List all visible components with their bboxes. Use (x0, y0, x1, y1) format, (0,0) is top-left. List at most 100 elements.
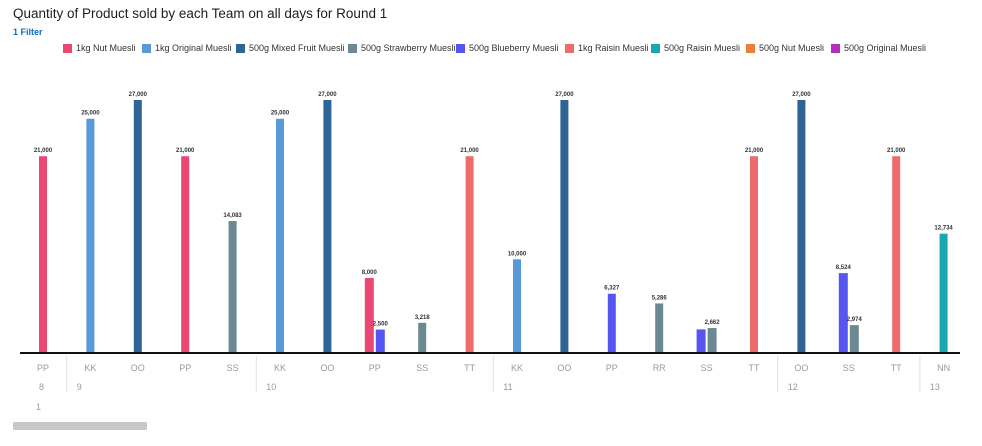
data-label: 21,000 (887, 148, 906, 154)
bar[interactable] (323, 100, 332, 353)
legend-swatch (236, 43, 245, 53)
data-label: 27,000 (318, 92, 337, 98)
x-tick-team: PP (606, 363, 618, 373)
bar-chart: 21,000 PP 25,000 KK 27,000 OO 21,000 PP 14,083 SS… (20, 92, 960, 412)
bar[interactable] (707, 328, 717, 353)
x-tick-team: OO (320, 363, 334, 373)
x-tick-day: 12 (788, 382, 798, 392)
x-tick-team: TT (464, 363, 475, 373)
legend-label: 500g Mixed Fruit Muesli (249, 43, 345, 53)
horizontal-scrollbar[interactable] (13, 422, 147, 430)
x-tick-team: SS (227, 363, 239, 373)
legend-swatch (565, 43, 574, 53)
bar[interactable] (849, 325, 859, 353)
data-label: 3,218 (415, 315, 431, 321)
data-label: 27,000 (555, 92, 574, 98)
x-tick-team: PP (37, 363, 49, 373)
bar[interactable] (181, 156, 190, 353)
data-label: 21,000 (176, 148, 195, 154)
bar[interactable] (418, 322, 427, 353)
bar[interactable] (228, 221, 237, 353)
data-label: 5,286 (652, 295, 668, 301)
x-tick-team: OO (557, 363, 571, 373)
x-tick-team: SS (416, 363, 428, 373)
data-label: 14,083 (223, 213, 242, 219)
legend-item[interactable]: 1kg Raisin Muesli (565, 43, 649, 53)
legend-label: 1kg Original Muesli (155, 43, 232, 53)
legend-swatch (456, 43, 465, 53)
bar[interactable] (939, 233, 948, 353)
x-tick-team: TT (891, 363, 902, 373)
x-tick-team: SS (701, 363, 713, 373)
x-tick-team: KK (84, 363, 96, 373)
x-tick-team: OO (131, 363, 145, 373)
legend-swatch (746, 43, 755, 53)
bar[interactable] (607, 293, 616, 353)
legend-item[interactable]: 500g Strawberry Muesli (348, 43, 456, 53)
bar[interactable] (797, 100, 806, 353)
bar[interactable] (892, 156, 901, 353)
x-tick-day: 8 (39, 382, 44, 392)
bar[interactable] (750, 156, 758, 353)
bar[interactable] (696, 329, 706, 353)
legend-item[interactable]: 500g Nut Muesli (746, 43, 824, 53)
x-tick-day: 10 (266, 382, 276, 392)
data-label: 6,327 (604, 286, 620, 292)
legend-item[interactable]: 1kg Original Muesli (142, 43, 232, 53)
legend-label: 500g Raisin Muesli (664, 43, 741, 53)
data-label: 25,000 (81, 111, 100, 117)
x-tick-team: PP (179, 363, 191, 373)
x-tick-team: OO (794, 363, 808, 373)
x-tick-day: 13 (930, 382, 940, 392)
data-label: 2,500 (373, 322, 389, 328)
legend-item[interactable]: 500g Blueberry Muesli (456, 43, 559, 53)
data-label: 21,000 (460, 148, 479, 154)
bar[interactable] (86, 118, 95, 353)
legend-label: 500g Blueberry Muesli (469, 43, 559, 53)
legend-label: 1kg Nut Muesli (76, 43, 136, 53)
data-label: 12,734 (934, 226, 953, 232)
legend-swatch (831, 43, 840, 53)
data-label: 8,000 (362, 270, 378, 276)
legend-item[interactable]: 1kg Nut Muesli (63, 43, 136, 53)
data-label: 21,000 (745, 148, 764, 154)
bar[interactable] (513, 259, 521, 353)
legend-item[interactable]: 500g Raisin Muesli (651, 43, 740, 53)
x-tick-team: NN (937, 363, 950, 373)
data-label: 8,524 (836, 265, 852, 271)
chart-title: Quantity of Product sold by each Team on… (13, 6, 388, 21)
bar[interactable] (276, 118, 284, 353)
x-tick-team: PP (369, 363, 381, 373)
legend-item[interactable]: 500g Mixed Fruit Muesli (236, 43, 345, 53)
bar[interactable] (465, 156, 474, 353)
x-tick-team: SS (843, 363, 855, 373)
filter-link[interactable]: 1 Filter (13, 27, 43, 37)
bar[interactable] (560, 100, 569, 353)
x-tick-round: 1 (36, 402, 41, 412)
x-tick-team: RR (653, 363, 666, 373)
data-label: 2,662 (705, 320, 721, 326)
x-tick-team: KK (511, 363, 523, 373)
legend-label: 1kg Raisin Muesli (578, 43, 649, 53)
legend-swatch (651, 43, 660, 53)
legend-label: 500g Original Muesli (844, 43, 927, 53)
legend-swatch (348, 43, 357, 53)
legend-swatch (142, 43, 151, 53)
data-label: 25,000 (271, 111, 290, 117)
data-label: 10,000 (508, 251, 527, 257)
bar[interactable] (838, 273, 848, 353)
legend-swatch (63, 43, 72, 53)
x-tick-day: 9 (77, 382, 82, 392)
data-label: 2,974 (847, 317, 863, 323)
bar[interactable] (364, 278, 374, 353)
bar[interactable] (655, 303, 664, 353)
legend-item[interactable]: 500g Original Muesli (831, 43, 926, 53)
legend-label: 500g Strawberry Muesli (361, 43, 456, 53)
data-label: 27,000 (792, 92, 811, 98)
x-tick-team: TT (749, 363, 760, 373)
bar[interactable] (133, 100, 142, 353)
x-tick-team: KK (274, 363, 286, 373)
bar[interactable] (39, 156, 47, 353)
bar[interactable] (375, 329, 385, 353)
x-tick-day: 11 (503, 382, 512, 392)
